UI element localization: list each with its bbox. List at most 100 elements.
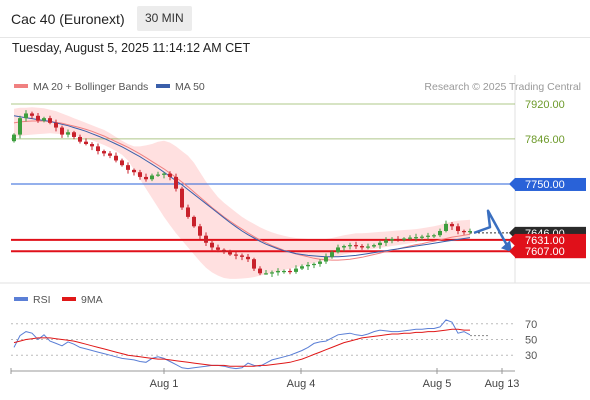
candle <box>318 261 322 264</box>
rsi-legend: RSI 9MA <box>14 294 103 306</box>
candle <box>402 238 406 240</box>
candle <box>156 174 160 176</box>
rsi-ma-legend-label: 9MA <box>81 294 103 306</box>
x-tick-label: Aug 1 <box>150 378 179 390</box>
level-tag-pointer <box>509 245 515 258</box>
projection-path <box>473 209 510 248</box>
timeframe-button[interactable]: 30 MIN <box>137 6 192 31</box>
header-divider <box>0 37 590 38</box>
candle <box>246 256 250 260</box>
ma20-legend-swatch <box>14 84 28 88</box>
candle <box>252 259 256 269</box>
level-tag-7607.00 <box>515 245 586 259</box>
candle <box>420 236 424 238</box>
candle <box>384 240 388 243</box>
rsi-legend-swatch <box>14 297 28 301</box>
level-label-7750.00: 7750.00 <box>525 179 565 191</box>
candle <box>366 246 370 248</box>
candle <box>174 176 178 189</box>
candle <box>30 113 34 116</box>
research-credit: Research © 2025 Trading Central <box>424 81 581 93</box>
candle <box>282 270 286 273</box>
candle <box>66 132 70 135</box>
projection-arrow <box>473 209 512 253</box>
candle <box>432 235 436 237</box>
candle <box>48 118 52 123</box>
rsi-tick-label: 50 <box>525 335 537 347</box>
candle <box>36 115 40 121</box>
candle <box>348 245 352 247</box>
candle <box>78 136 82 142</box>
candle <box>312 263 316 266</box>
candle <box>132 169 136 173</box>
candle <box>456 226 460 231</box>
bollinger-band-fill <box>14 107 470 279</box>
candle <box>90 144 94 147</box>
level-tag-pointer <box>509 177 515 190</box>
candle <box>102 151 106 154</box>
candle <box>330 252 334 257</box>
candle <box>378 242 382 246</box>
candle <box>24 113 28 119</box>
rsi-ma-line <box>13 328 470 367</box>
level-tag-7750.00 <box>515 177 586 191</box>
candle <box>60 127 64 135</box>
candle <box>42 118 46 121</box>
candle <box>390 238 394 241</box>
ma20-legend-label: MA 20 + Bollinger Bands <box>33 81 148 93</box>
candle <box>414 237 418 239</box>
candle <box>444 223 448 231</box>
candlesticks <box>12 110 472 278</box>
price-legend: MA 20 + Bollinger Bands MA 50 Research ©… <box>14 81 581 93</box>
candle <box>438 230 442 236</box>
rsi-line <box>13 319 471 370</box>
candle <box>138 172 142 177</box>
candle <box>426 235 430 237</box>
level-label-7846.00: 7846.00 <box>525 134 565 146</box>
level-tag-pointer <box>509 233 515 246</box>
candle <box>408 237 412 239</box>
candle <box>150 175 154 180</box>
candle <box>336 247 340 253</box>
level-label-7607.00: 7607.00 <box>525 246 565 258</box>
candle <box>12 134 16 142</box>
header-bar: Cac 40 (Euronext) 30 MIN <box>0 0 590 37</box>
candle <box>120 160 124 166</box>
candle <box>168 173 172 177</box>
moving-averages <box>13 115 471 261</box>
candle <box>450 223 454 227</box>
rsi-ma-legend-swatch <box>62 297 76 301</box>
candle <box>372 245 376 247</box>
candle <box>186 207 190 217</box>
candle <box>228 252 232 255</box>
ma50-legend-label: MA 50 <box>175 81 205 93</box>
candle <box>240 255 244 257</box>
candle <box>276 270 280 273</box>
candle <box>306 264 310 267</box>
candle <box>354 245 358 247</box>
candle <box>180 188 184 208</box>
candle <box>216 247 220 250</box>
ma50-legend-swatch <box>156 84 170 88</box>
projection-arrowhead <box>501 240 512 253</box>
rsi-tick-label: 70 <box>525 319 537 331</box>
candle <box>72 132 76 137</box>
candle <box>204 235 208 243</box>
candle <box>114 155 118 161</box>
candle <box>342 246 346 248</box>
candle <box>396 238 400 241</box>
rsi-panel: 70 50 30 <box>11 319 537 370</box>
candle <box>222 249 226 253</box>
instrument-title: Cac 40 (Euronext) <box>11 11 125 27</box>
ma50-line <box>13 115 471 258</box>
level-tag-7631.00 <box>515 233 586 247</box>
candle <box>234 254 238 256</box>
rsi-tick-label: 30 <box>525 350 537 362</box>
candle <box>108 153 112 156</box>
level-label-7631.00: 7631.00 <box>525 235 565 247</box>
rsi-legend-label: RSI <box>33 294 51 306</box>
candle <box>300 266 304 269</box>
candle <box>96 146 100 152</box>
candle <box>162 173 166 175</box>
